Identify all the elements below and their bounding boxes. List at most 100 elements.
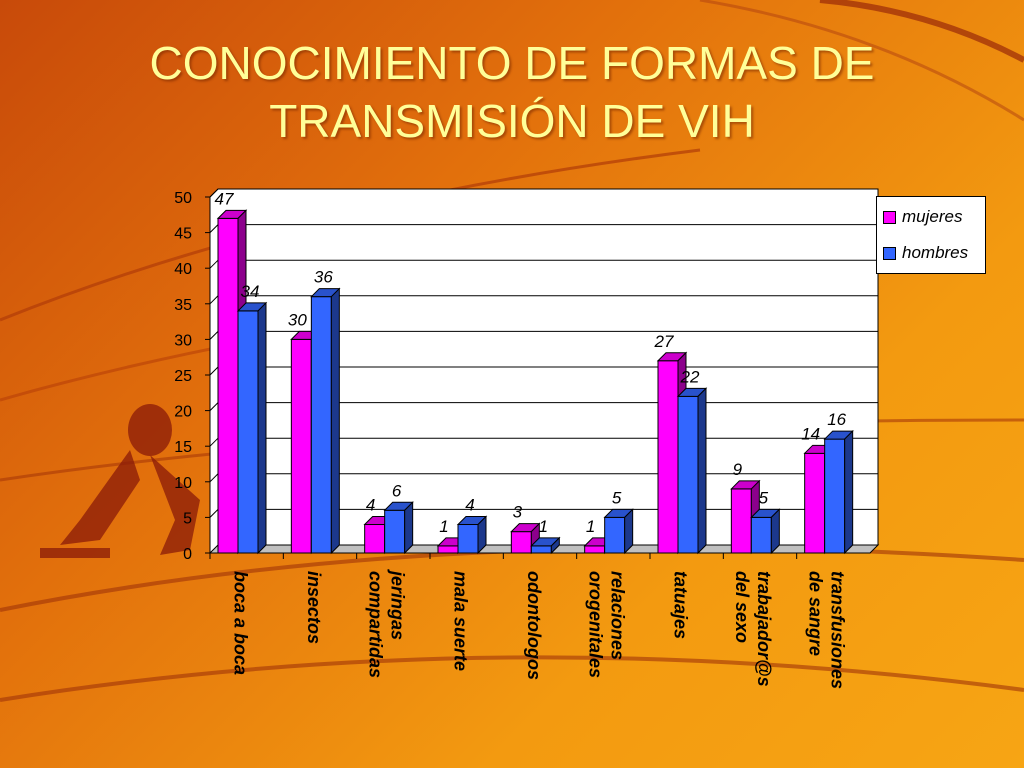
runner-silhouette [40,404,200,558]
bar-front [310,296,332,554]
data-label-mujeres: 1 [586,517,595,536]
bar-side [697,387,707,555]
bar-hombres [236,301,268,555]
bar-side [550,536,560,555]
bar-front [530,545,552,554]
bar-side [404,501,414,555]
bar-front [510,531,532,554]
bar-hombres [310,287,341,555]
bar-front [730,488,752,554]
bar-front [604,516,626,554]
bar-front [677,395,699,554]
x-tick-label: odontologos [524,571,544,680]
bar-front [290,338,312,554]
x-tick-label-line: trabajador@s [754,571,774,687]
legend-label-hombres: hombres [902,243,969,262]
data-label-mujeres: 3 [513,503,523,522]
x-tick-label: boca a boca [231,571,251,675]
bar-hombres [823,429,854,555]
y-tick-label: 20 [174,404,192,421]
bar-side [477,515,487,555]
x-tick-label-line: relaciones [607,571,627,660]
bar-front [457,524,479,554]
bar-hombres [676,387,708,555]
y-tick-label: 35 [174,297,192,314]
y-tick-label: 15 [174,439,192,456]
bar-front [384,509,406,554]
x-tick-label-line: del sexo [732,571,752,643]
bar-front [804,452,826,554]
data-label-hombres: 5 [612,488,622,507]
x-tick-label-line: transfusiones [827,571,847,689]
bar-front [824,438,846,554]
y-tick-label: 40 [174,261,192,278]
y-tick-label: 5 [183,510,192,527]
bar-front [217,217,239,554]
y-tick-label: 10 [174,475,192,492]
bar-hombres [383,501,414,555]
y-tick-label: 50 [174,190,192,207]
legend-swatch-hombres [883,246,896,260]
data-label-hombres: 6 [392,481,402,500]
data-label-hombres: 4 [465,496,474,515]
bar-front [364,524,386,554]
data-label-mujeres: 47 [215,189,234,208]
x-tick-label: tatuajes [671,571,691,639]
x-tick-label-line: boca a boca [231,571,251,675]
gridline [209,188,878,198]
data-label-mujeres: 4 [366,496,375,515]
bar-side [330,287,340,555]
y-tick-label: 30 [174,332,192,349]
y-tick-label: 25 [174,368,192,385]
bar-hombres [750,508,781,555]
x-tick-label-line: orogenitales [585,571,605,678]
bar-side [844,429,854,555]
bar-front [437,545,459,554]
x-tick-label-line: tatuajes [671,571,691,639]
bar-side [257,301,267,555]
title-line-2: TRANSMISIÓN DE VIH [269,95,755,147]
bar-front [584,545,606,554]
data-label-mujeres: 14 [801,424,820,443]
bar-side [624,508,634,555]
bar-hombres [530,536,561,555]
legend-item-hombres: hombres [883,241,968,265]
x-tick-label-line: odontologos [524,571,544,680]
data-label-hombres: 34 [241,282,260,301]
bar-front [237,310,259,554]
bar-hombres [603,508,634,555]
data-label-hombres: 36 [314,268,333,287]
x-tick-label-line: de sangre [805,571,825,656]
x-tick-label-line: insectos [304,571,324,644]
data-label-mujeres: 30 [288,310,307,329]
y-tick-label: 45 [174,226,192,243]
chart-legend: mujeres hombres [876,196,986,274]
data-label-mujeres: 1 [439,517,448,536]
data-label-mujeres: 9 [733,460,743,479]
data-label-mujeres: 27 [654,332,674,351]
legend-swatch-mujeres [883,210,896,224]
bar-hombres [456,515,488,555]
y-tick-label: 0 [183,546,192,563]
data-label-hombres: 1 [539,517,548,536]
x-tick-label: insectos [304,571,324,644]
legend-label-mujeres: mujeres [902,207,963,226]
title-line-1: CONOCIMIENTO DE FORMAS DE [149,37,875,89]
bar-side [770,508,780,555]
bar-front [750,516,772,554]
legend-item-mujeres: mujeres [883,205,962,229]
slide-title: CONOCIMIENTO DE FORMAS DE TRANSMISIÓN DE… [60,34,964,150]
data-label-hombres: 5 [759,488,769,507]
x-tick-label-line: mala suerte [451,571,471,671]
data-label-hombres: 22 [680,367,700,386]
x-tick-label-line: jeringas [387,569,407,640]
data-label-hombres: 16 [827,410,846,429]
x-tick-label-line: compartidas [365,571,385,678]
bar-front [657,360,679,554]
